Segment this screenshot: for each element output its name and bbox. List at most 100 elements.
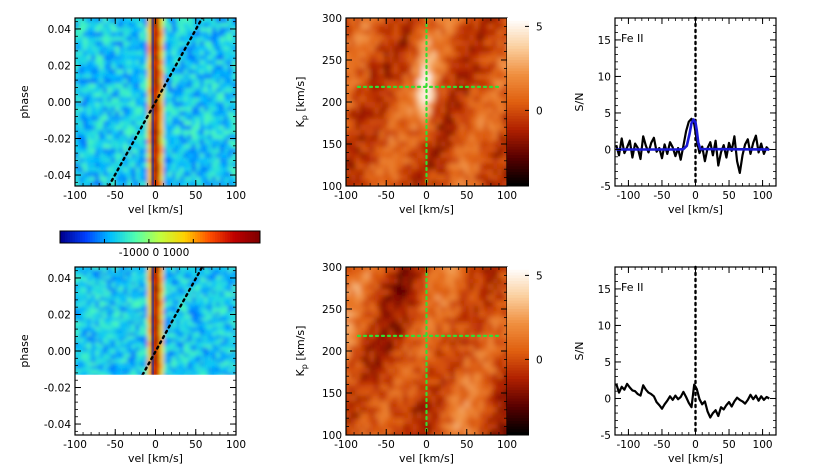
heatmap-cell — [159, 83, 165, 89]
heatmap-cell — [115, 299, 120, 304]
heatmap-cell — [227, 317, 233, 322]
heatmap-cell — [364, 34, 371, 41]
heatmap-cell — [211, 88, 217, 94]
heatmap-cell — [79, 281, 84, 286]
heatmap-cell — [75, 338, 80, 343]
colorbar-step — [507, 163, 529, 167]
heatmap-cell — [135, 375, 140, 379]
heatmap-cell — [115, 153, 120, 159]
heatmap-cell — [191, 153, 197, 159]
heatmap-cell — [203, 172, 209, 178]
heatmap-cell — [87, 305, 92, 310]
heatmap-cell — [488, 40, 494, 47]
heatmap-cell — [369, 40, 376, 47]
heatmap-cell — [163, 278, 169, 283]
heatmap-cell — [179, 269, 185, 274]
heatmap-cell — [369, 102, 376, 109]
heatmap-cell — [163, 341, 169, 346]
heatmap-cell — [203, 27, 209, 33]
heatmap-cell — [219, 60, 225, 66]
colorbar-step — [210, 231, 213, 243]
heatmap-cell — [478, 152, 484, 159]
heatmap-cell — [79, 341, 84, 346]
heatmap-cell — [440, 46, 447, 53]
heatmap-cell — [219, 55, 225, 61]
heatmap-cell — [231, 314, 236, 319]
heatmap-cell — [426, 18, 432, 25]
heatmap-cell — [203, 332, 209, 337]
heatmap-cell — [115, 314, 120, 319]
heatmap-cell — [417, 152, 423, 159]
heatmap-cell — [492, 96, 499, 103]
heatmap-cell — [123, 18, 128, 24]
heatmap-cell — [83, 350, 88, 355]
heatmap-cell — [175, 371, 181, 375]
heatmap-cell — [139, 320, 145, 325]
heatmap-cell — [440, 130, 447, 137]
heatmap-cell — [163, 162, 169, 168]
heatmap-cell — [103, 320, 108, 325]
heatmap-cell — [139, 148, 145, 154]
heatmap-cell — [163, 293, 169, 298]
heatmap-cell — [107, 344, 112, 349]
heatmap-cell — [135, 167, 140, 173]
heatmap-cell — [374, 46, 380, 53]
heatmap-cell — [87, 344, 92, 349]
heatmap-cell — [216, 186, 221, 191]
colorbar-step — [507, 121, 529, 125]
heatmap-cell — [75, 41, 80, 47]
heatmap-cell — [175, 130, 181, 136]
heatmap-cell — [421, 180, 428, 186]
heatmap-cell — [417, 186, 422, 192]
heatmap-cell — [123, 338, 128, 343]
heatmap-cell — [115, 55, 120, 61]
heatmap-cell — [127, 290, 132, 295]
heatmap-cell — [191, 368, 197, 373]
heatmap-cell — [426, 62, 432, 69]
heatmap-cell — [91, 344, 96, 349]
heatmap-cell — [75, 362, 80, 367]
heatmap-cell — [337, 169, 342, 175]
heatmap-cell — [187, 64, 193, 70]
heatmap-cell — [195, 32, 201, 38]
heatmap-cell — [167, 83, 173, 89]
heatmap-cell — [187, 371, 193, 375]
heatmap-cell — [191, 356, 197, 361]
heatmap-cell — [159, 341, 165, 346]
heatmap-cell — [203, 341, 209, 346]
heatmap-cell — [123, 323, 128, 328]
heatmap-cell — [445, 62, 451, 69]
heatmap-cell — [123, 275, 128, 280]
colorbar-step — [507, 158, 529, 162]
heatmap-cell — [131, 284, 136, 289]
heatmap-cell — [227, 18, 233, 24]
heatmap-cell — [119, 284, 124, 289]
heatmap-cell — [131, 83, 136, 89]
heatmap-cell — [417, 96, 423, 103]
heatmap-cell — [450, 74, 456, 81]
heatmap-cell — [127, 83, 132, 89]
heatmap-cell — [91, 356, 96, 361]
heatmap-cell — [426, 74, 432, 81]
heatmap-cell — [215, 326, 221, 331]
heatmap-cell — [183, 281, 189, 286]
heatmap-cell — [412, 152, 418, 159]
heatmap-cell — [223, 172, 229, 178]
heatmap-cell — [163, 365, 169, 370]
heatmap-cell — [115, 83, 120, 89]
heatmap-cell — [183, 350, 189, 355]
heatmap-cell — [431, 186, 436, 192]
heatmap-cell — [179, 83, 185, 89]
heatmap-cell — [469, 34, 475, 41]
heatmap-cell — [369, 135, 376, 142]
heatmap-cell — [379, 62, 385, 69]
heatmap-cell — [143, 347, 149, 352]
heatmap-cell — [103, 125, 108, 131]
heatmap-cell — [459, 113, 465, 120]
heatmap-cell — [147, 284, 153, 289]
heatmap-cell — [159, 125, 165, 131]
heatmap-cell — [127, 50, 132, 56]
heatmap-cell — [402, 152, 409, 159]
heatmap-cell — [103, 296, 108, 301]
heatmap-cell — [393, 130, 399, 137]
